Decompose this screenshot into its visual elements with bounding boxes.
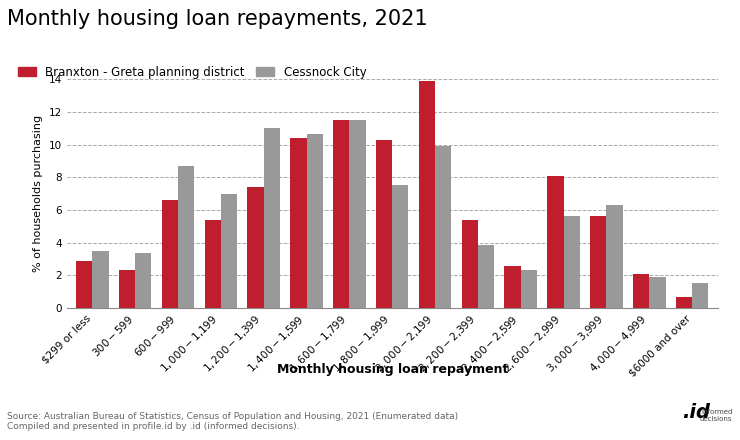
Bar <box>590 216 606 308</box>
Bar <box>92 251 109 308</box>
Text: .id: .id <box>682 403 710 422</box>
Bar <box>306 134 323 308</box>
Bar <box>606 205 622 308</box>
Bar <box>564 216 580 308</box>
Bar <box>333 120 349 308</box>
Bar <box>649 277 665 308</box>
Bar <box>505 265 521 308</box>
Bar <box>221 194 237 308</box>
Bar <box>478 245 494 308</box>
Bar <box>392 185 408 308</box>
Bar <box>290 138 306 308</box>
Bar <box>263 128 280 308</box>
Text: Monthly housing loan repayment: Monthly housing loan repayment <box>277 363 508 376</box>
Bar <box>204 220 221 308</box>
Bar <box>521 271 537 308</box>
Bar <box>435 146 451 308</box>
Bar <box>419 81 435 308</box>
Bar <box>119 270 135 308</box>
Bar <box>633 274 649 308</box>
Legend: Branxton - Greta planning district, Cessnock City: Branxton - Greta planning district, Cess… <box>13 61 371 83</box>
Bar <box>462 220 478 308</box>
Bar <box>162 200 178 308</box>
Bar <box>135 253 152 308</box>
Bar <box>178 166 195 308</box>
Bar <box>247 187 263 308</box>
Bar <box>76 260 92 308</box>
Bar <box>692 283 708 308</box>
Bar <box>376 139 392 308</box>
Text: Monthly housing loan repayments, 2021: Monthly housing loan repayments, 2021 <box>7 9 428 29</box>
Y-axis label: % of households purchasing: % of households purchasing <box>33 115 43 272</box>
Text: Source: Australian Bureau of Statistics, Census of Population and Housing, 2021 : Source: Australian Bureau of Statistics,… <box>7 412 459 431</box>
Bar <box>676 297 692 308</box>
Bar <box>548 176 564 308</box>
Text: informed
decisions: informed decisions <box>700 409 733 422</box>
Bar <box>349 120 366 308</box>
